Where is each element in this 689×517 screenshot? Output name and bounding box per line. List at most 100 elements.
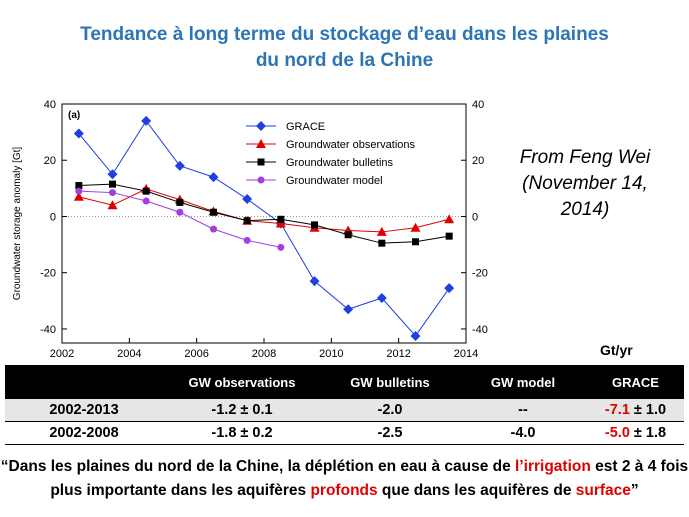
grace-error: ± 1.0 [629,402,667,418]
table-header-gw-model: GW model [459,365,587,399]
table-header-grace: GRACE [587,365,684,399]
table-row: 2002-2008 -1.8 ± 0.2 -2.5 -4.0 -5.0 ± 1.… [5,421,684,445]
conclusion-quote: “Dans les plaines du nord de la Chine, l… [0,455,689,503]
data-point [378,239,386,247]
x-tick-label: 2004 [117,348,141,358]
table-header-gw-bulletins: GW bulletins [321,365,459,399]
legend-marker [256,139,266,148]
legend-marker [257,176,265,184]
row-period: 2002-2008 [5,421,163,445]
legend-label: Groundwater bulletins [286,157,394,169]
y-tick-label-right: 0 [472,211,478,223]
data-point [277,215,285,223]
legend-label: GRACE [286,121,325,133]
credit-line-1: From Feng Wei [519,147,651,168]
data-point [142,187,150,195]
data-point [275,218,286,228]
data-point [75,187,83,195]
data-point [107,200,118,210]
data-point [445,232,453,240]
legend-label: Groundwater observations [286,139,416,151]
quote-highlight-deep: profonds [310,482,378,499]
data-point [210,208,217,216]
quote-part-2: est 2 à 4 fois plus importante dans les … [50,458,689,499]
data-point [344,231,352,239]
data-point [242,194,253,205]
y-tick-label-right: -40 [472,324,488,336]
data-point [73,128,84,139]
row-gw-bulletins: -2.5 [321,421,459,445]
x-tick-label: 2006 [184,348,208,358]
data-point [75,182,83,190]
table-header-period [5,365,163,399]
data-point [176,198,184,206]
legend-label: Groundwater model [286,175,383,187]
x-tick-label: 2008 [252,348,276,358]
data-point [109,180,116,188]
y-axis-label: Groundwater storage anomaly [Gt] [12,147,23,301]
data-point [176,208,184,216]
data-point [73,191,84,201]
credit-line-2: (November 14, [522,173,648,194]
data-point [410,222,421,232]
y-tick-label: 20 [44,155,56,167]
y-tick-label: 40 [44,99,56,111]
data-point [142,197,150,205]
table-row: 2002-2013 -1.2 ± 0.1 -2.0 -- -7.1 ± 1.0 [5,399,684,422]
data-point [444,283,455,294]
data-point [208,172,219,183]
row-gw-model: -4.0 [459,421,587,445]
grace-error: ± 1.8 [629,425,667,441]
panel-label: (a) [68,110,80,121]
quote-highlight-irrigation: l’irrigation [515,458,591,475]
y-tick-label: -40 [40,324,56,336]
x-tick-label: 2014 [454,348,478,358]
series-line [78,119,450,337]
quote-part-4: ” [630,482,639,499]
data-point [277,243,285,251]
data-point [107,169,118,180]
row-gw-observations: -1.2 ± 0.1 [163,399,321,422]
data-point [210,225,217,233]
y-tick-label-right: -20 [472,268,488,280]
x-tick-label: 2012 [386,348,410,358]
y-tick-label: -20 [40,268,56,280]
row-gw-observations: -1.8 ± 0.2 [163,421,321,445]
data-point [412,238,419,246]
legend-marker [256,121,266,131]
data-point [410,330,421,341]
credit-line-3: 2014) [560,199,610,220]
series-line [78,183,450,244]
data-point [311,221,318,229]
y-tick-label: 0 [50,211,56,223]
data-point [109,189,116,197]
credit-note: From Feng Wei (November 14, 2014) [510,145,660,223]
row-grace: -5.0 ± 1.8 [587,421,684,445]
title-line-1: Tendance à long terme du stockage d’eau … [80,24,609,45]
series-line [78,188,450,233]
data-point [376,293,387,304]
data-point [243,217,251,225]
row-period: 2002-2013 [5,399,163,422]
row-gw-model: -- [459,399,587,422]
grace-value: -5.0 [604,425,630,441]
quote-part-3: que dans les aquifères de [377,482,576,499]
data-point [444,214,455,224]
title-line-2: du nord de la Chine [255,50,434,71]
trend-table: GW observations GW bulletins GW model GR… [5,365,684,445]
x-tick-label: 2002 [50,348,74,358]
row-grace: -7.1 ± 1.0 [587,399,684,422]
grace-value: -7.1 [604,402,630,418]
table-header-gw-observations: GW observations [163,365,321,399]
table-header-row: GW observations GW bulletins GW model GR… [5,365,684,399]
data-point [243,236,251,244]
data-point [376,226,387,236]
slide-title: Tendance à long terme du stockage d’eau … [0,22,689,74]
x-tick-label: 2010 [319,348,343,358]
y-tick-label-right: 40 [472,99,484,111]
data-point [309,276,320,287]
data-point [174,160,185,171]
y-tick-label-right: 20 [472,155,484,167]
data-point [343,304,354,315]
row-gw-bulletins: -2.0 [321,399,459,422]
